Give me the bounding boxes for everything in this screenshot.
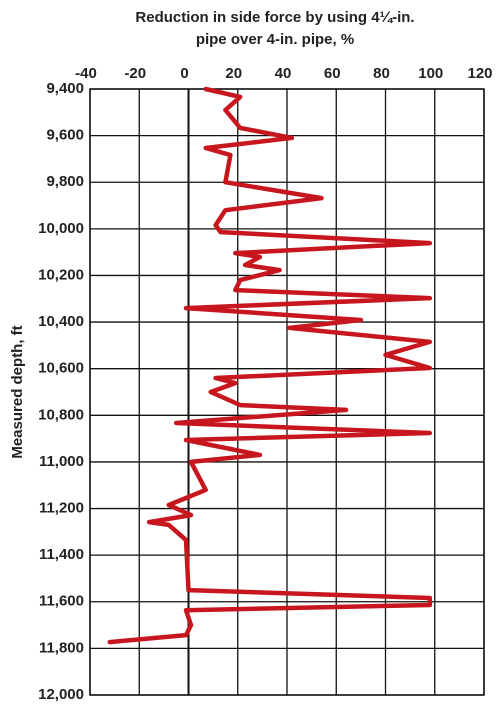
chart-title: pipe over 4-in. pipe, % bbox=[196, 31, 354, 48]
y-tick-label: 11,200 bbox=[39, 500, 84, 517]
x-tick-label: 120 bbox=[467, 65, 492, 82]
y-tick-label: 10,400 bbox=[38, 313, 84, 330]
y-tick-label: 11,000 bbox=[39, 453, 84, 470]
y-tick-label: 10,000 bbox=[38, 220, 84, 237]
y-tick-label: 9,600 bbox=[46, 127, 84, 144]
x-tick-label: 0 bbox=[180, 65, 188, 82]
y-tick-label: 9,400 bbox=[46, 80, 84, 97]
x-tick-label: 60 bbox=[324, 65, 341, 82]
y-tick-label: 10,600 bbox=[38, 360, 84, 377]
plot-frame bbox=[89, 88, 485, 696]
y-tick-label: 10,800 bbox=[38, 406, 84, 423]
x-tick-label: -20 bbox=[124, 65, 146, 82]
y-tick-label: 10,200 bbox=[38, 266, 84, 283]
y-tick-label: 9,800 bbox=[46, 173, 84, 190]
x-tick-label: 80 bbox=[373, 65, 390, 82]
x-tick-label: 20 bbox=[225, 65, 242, 82]
data-line bbox=[107, 86, 433, 645]
y-tick-label: 11,600 bbox=[39, 593, 84, 610]
x-tick-label: -40 bbox=[75, 65, 97, 82]
chart-title: Reduction in side force by using 4¼-in. bbox=[135, 9, 414, 26]
x-tick-label: 100 bbox=[418, 65, 443, 82]
y-tick-label: 12,000 bbox=[38, 686, 84, 703]
x-tick-label: 40 bbox=[275, 65, 292, 82]
y-tick-label: 11,400 bbox=[39, 546, 84, 563]
y-axis-label: Measured depth, ft bbox=[9, 325, 26, 458]
y-tick-label: 11,800 bbox=[39, 639, 84, 656]
